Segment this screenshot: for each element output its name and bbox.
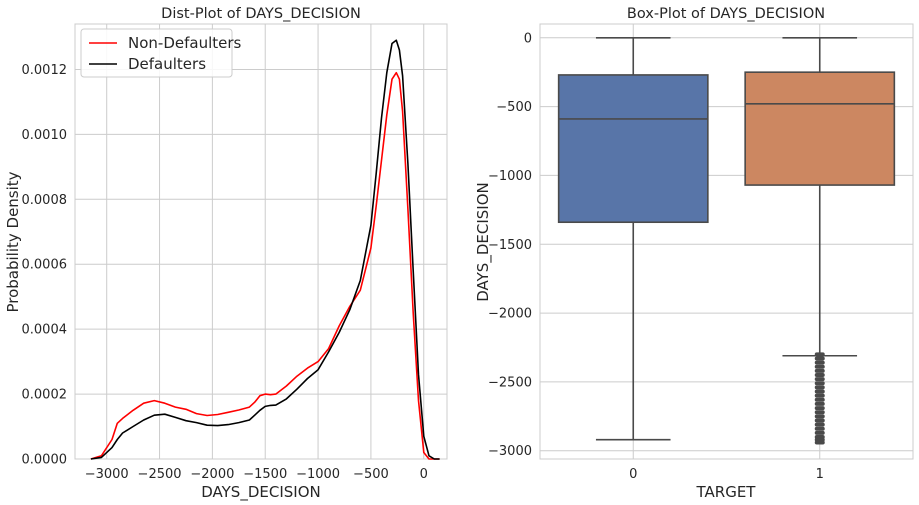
iqr-box <box>557 74 709 224</box>
dist-plot-title: Dist-Plot of DAYS_DECISION <box>161 6 361 22</box>
box-plot-y-tick-label: −2000 <box>488 307 532 322</box>
dist-plot-x-tick-label: −1000 <box>296 467 340 482</box>
kde-line-non-defaulters <box>90 71 440 460</box>
dist-plot-y-tick-label: 0.0008 <box>22 193 68 208</box>
box-plot-x-axis-label: TARGET <box>696 483 757 501</box>
dist-plot-y-ticks: 0.0000 0.0002 0.0004 0.0006 0.0008 0.0010 0.00… <box>22 63 68 468</box>
box-plot-frame <box>539 23 914 460</box>
box-plot-boxes <box>557 36 896 445</box>
dist-plot-y-tick-label: 0.0004 <box>22 323 68 338</box>
dist-plot-frame <box>74 23 448 460</box>
dist-plot-x-tick-label: −3000 <box>85 467 129 482</box>
dist-plot-y-tick-label: 0.0000 <box>22 453 68 468</box>
dist-plot-x-tick-label: 0 <box>420 467 428 482</box>
box-target-1 <box>744 36 896 445</box>
legend-label-defaulters: Defaulters <box>128 55 206 73</box>
dist-plot-y-tick-label: 0.0010 <box>22 128 68 143</box>
dist-plot-y-tick-label: 0.0002 <box>22 388 68 403</box>
legend: Non-Defaulters Defaulters <box>80 28 242 78</box>
box-plot-x-tick-label: 0 <box>629 467 637 482</box>
dist-plot-y-axis-label: Probability Density <box>4 171 22 312</box>
dist-plot-x-tick-label: −500 <box>353 467 389 482</box>
dist-plot-x-tick-label: −2500 <box>138 467 182 482</box>
kde-line-defaulters <box>90 39 440 460</box>
box-plot-y-ticks: 0 −500 −1000 −1500 −2000 −2500 −3000 <box>488 31 532 459</box>
dist-plot-panel: Dist-Plot of DAYS_DECISION −3000 −2500 −20… <box>4 6 448 502</box>
box-plot-y-axis-label: DAYS_DECISION <box>474 182 493 301</box>
dist-plot-x-ticks: −3000 −2500 −2000 −1500 −1000 −500 0 <box>85 467 428 482</box>
box-target-0 <box>557 36 709 441</box>
box-plot-y-tick-label: −1000 <box>488 169 532 184</box>
box-plot-x-tick-label: 1 <box>816 467 824 482</box>
legend-label-non-defaulters: Non-Defaulters <box>128 34 242 52</box>
box-plot-y-tick-label: 0 <box>524 31 532 46</box>
dist-plot-lines <box>90 39 440 460</box>
box-plot-title: Box-Plot of DAYS_DECISION <box>627 6 825 22</box>
box-plot-y-tick-label: −2500 <box>488 375 532 390</box>
dist-plot-x-axis-label: DAYS_DECISION <box>201 483 320 502</box>
dist-plot-x-tick-label: −1500 <box>243 467 287 482</box>
dist-plot-y-tick-label: 0.0006 <box>22 258 68 273</box>
box-plot-y-tick-label: −3000 <box>488 444 532 459</box>
dist-plot-x-tick-label: −2000 <box>190 467 234 482</box>
box-plot-y-tick-label: −500 <box>496 100 532 115</box>
legend-box <box>80 28 233 78</box>
dist-plot-y-tick-label: 0.0012 <box>22 63 68 78</box>
box-plot-y-tick-label: −1500 <box>488 238 532 253</box>
iqr-box <box>744 71 896 186</box>
